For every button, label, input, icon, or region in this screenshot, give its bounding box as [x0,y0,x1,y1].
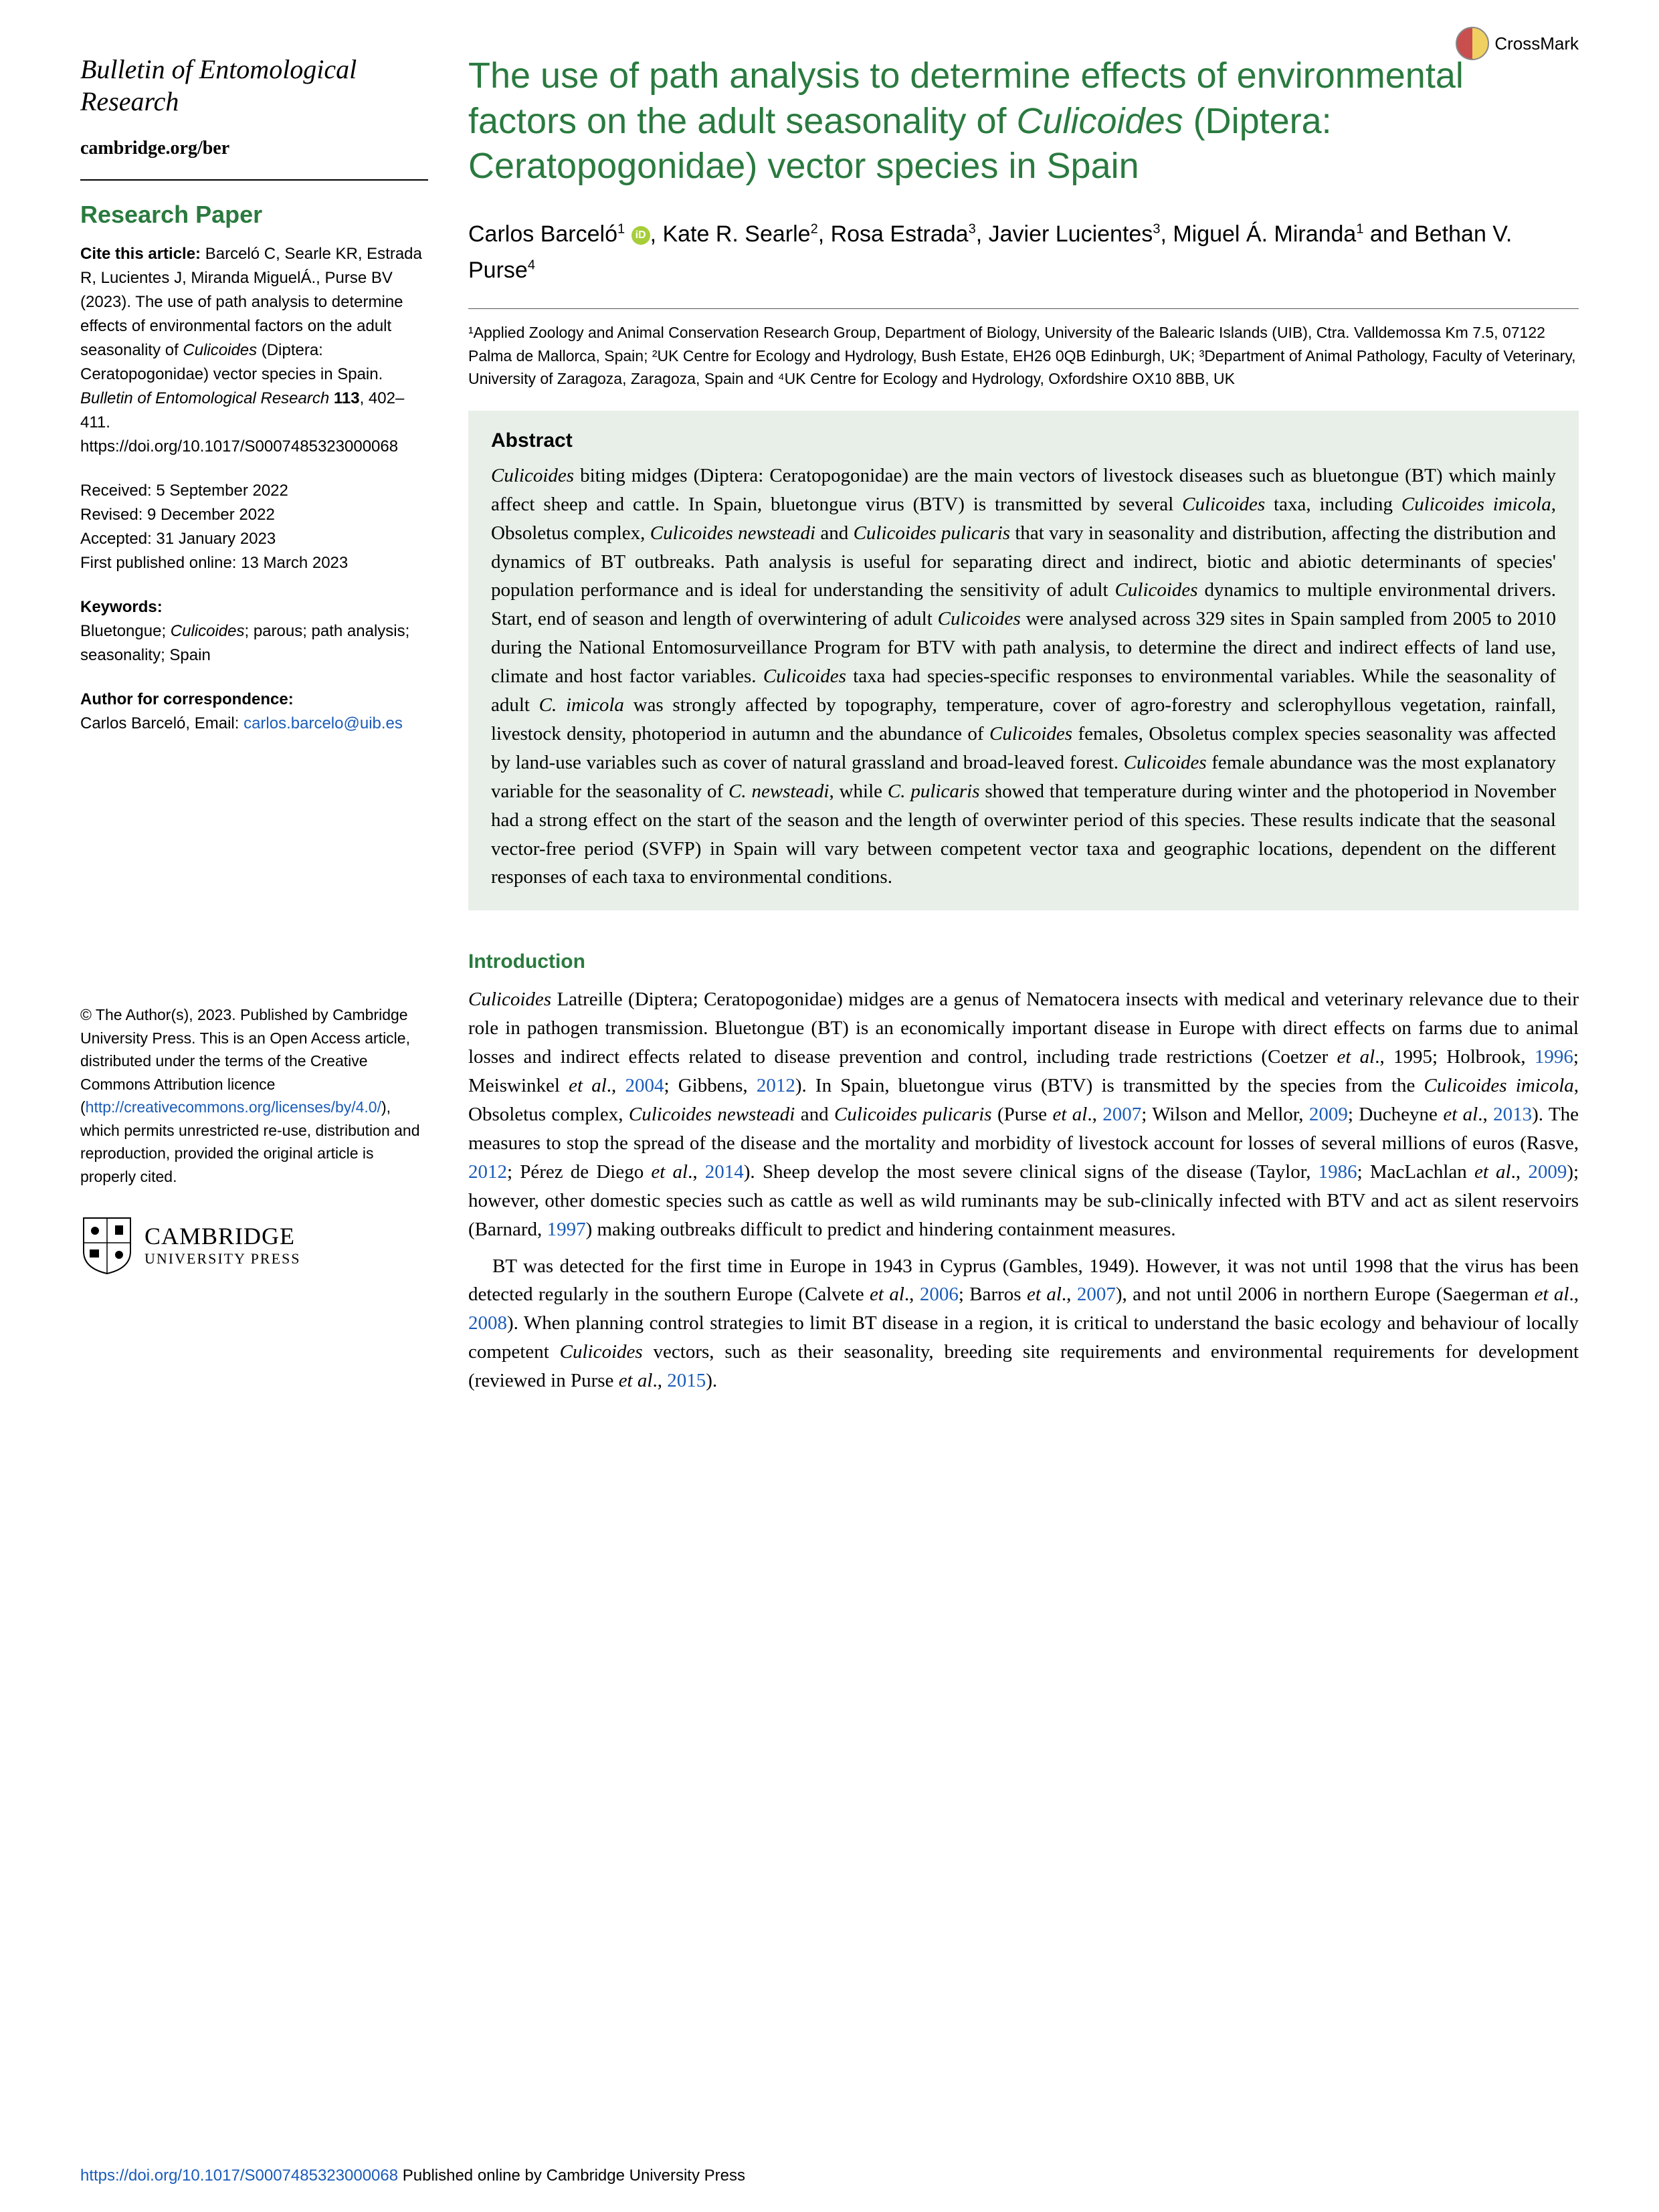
dates-block: Received: 5 September 2022 Revised: 9 De… [80,479,428,575]
publisher-text: CAMBRIDGE UNIVERSITY PRESS [144,1222,301,1268]
journal-link[interactable]: cambridge.org/ber [80,138,428,159]
article-title: The use of path analysis to determine ef… [468,54,1579,189]
citation-block: Cite this article: Barceló C, Searle KR,… [80,242,428,459]
divider [80,179,428,181]
orcid-icon[interactable] [631,226,650,245]
keywords-block: Keywords: Bluetongue; Culicoides; parous… [80,595,428,668]
citation-italic-2: Bulletin of Entomological Research [80,389,329,407]
journal-name: Bulletin of Entomological Research [80,54,428,118]
abstract-box: Abstract Culicoides biting midges (Dipte… [468,411,1579,911]
section-label: Research Paper [80,201,428,229]
copyright-block: © The Author(s), 2023. Published by Camb… [80,1003,428,1188]
abstract-text: Culicoides biting midges (Diptera: Cerat… [491,462,1556,892]
introduction-heading: Introduction [468,950,1579,973]
publisher-logo: CAMBRIDGE UNIVERSITY PRESS [80,1215,428,1275]
title-italic: Culicoides [1017,101,1183,141]
copyright-link[interactable]: http://creativecommons.org/licenses/by/4… [86,1098,381,1116]
publisher-line-1: CAMBRIDGE [144,1222,301,1250]
correspondence-text: Carlos Barceló, Email: [80,714,243,732]
correspondence-label: Author for correspondence: [80,690,294,708]
intro-paragraph-1: Culicoides Latreille (Diptera; Ceratopog… [468,985,1579,1243]
page-footer: https://doi.org/10.1017/S000748532300006… [80,2167,745,2185]
sidebar: Bulletin of Entomological Research cambr… [80,54,428,1403]
cambridge-shield-icon [80,1215,134,1275]
authors-line: Carlos Barceló1 , Kate R. Searle2, Rosa … [468,216,1579,289]
intro-paragraph-2: BT was detected for the first time in Eu… [468,1252,1579,1396]
crossmark-badge[interactable]: CrossMark [1456,27,1579,60]
affiliations: ¹Applied Zoology and Animal Conservation… [468,321,1579,391]
correspondence-email[interactable]: carlos.barcelo@uib.es [243,714,403,732]
citation-doi: https://doi.org/10.1017/S000748532300006… [80,437,398,456]
footer-text: Published online by Cambridge University… [398,2167,745,2185]
citation-prefix: Cite this article: [80,245,201,263]
keywords-text-1: Bluetongue; [80,622,171,640]
correspondence-block: Author for correspondence: Carlos Barcel… [80,688,428,736]
date-published: First published online: 13 March 2023 [80,551,428,575]
citation-volume: 113 [334,389,360,407]
author-divider [468,308,1579,309]
date-revised: Revised: 9 December 2022 [80,503,428,527]
footer-doi[interactable]: https://doi.org/10.1017/S000748532300006… [80,2167,398,2185]
main-content: The use of path analysis to determine ef… [468,54,1579,1403]
date-accepted: Accepted: 31 January 2023 [80,527,428,551]
citation-italic-1: Culicoides [183,341,257,359]
crossmark-label: CrossMark [1494,33,1579,54]
publisher-line-2: UNIVERSITY PRESS [144,1250,301,1268]
abstract-heading: Abstract [491,429,1556,452]
citation-text-3 [329,389,334,407]
keywords-italic: Culicoides [171,622,245,640]
crossmark-icon [1456,27,1489,60]
keywords-label: Keywords: [80,598,163,616]
date-received: Received: 5 September 2022 [80,479,428,503]
